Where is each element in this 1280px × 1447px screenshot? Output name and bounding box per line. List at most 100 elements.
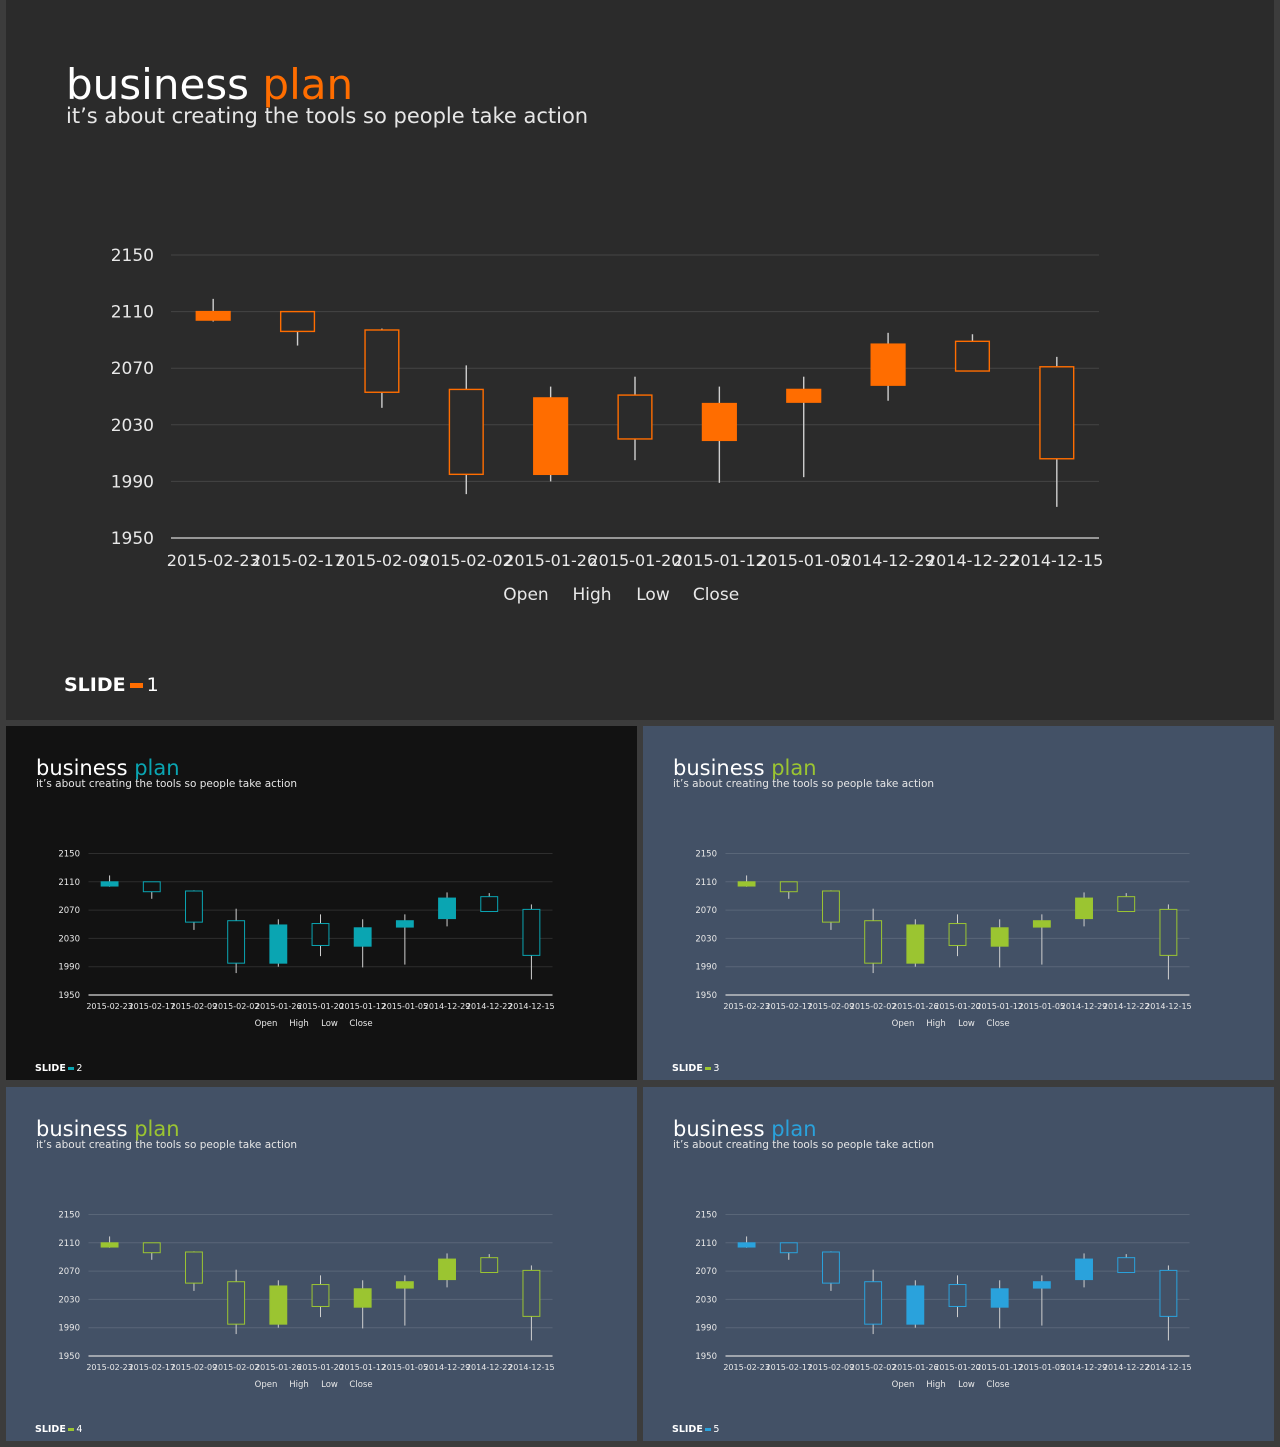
y-tick-label: 2150 (695, 850, 717, 860)
slide-4: business plan it’s about creating the too… (6, 1087, 637, 1441)
x-tick-label: 2015-02-09 (808, 1363, 855, 1372)
legend-entry: Close (349, 1380, 372, 1390)
candle-body (227, 1281, 246, 1325)
x-tick-label: 2015-01-20 (934, 1002, 981, 1011)
x-tick-label: 2015-01-20 (589, 551, 682, 570)
title-word: business (66, 60, 250, 109)
candle (1032, 914, 1051, 965)
candle (522, 904, 541, 980)
candle (480, 893, 499, 913)
slide-number: 1 (146, 674, 159, 696)
candle (737, 875, 756, 887)
title-accent-word: plan (134, 756, 180, 780)
x-tick-label: 2015-01-20 (297, 1002, 344, 1011)
title-word: business (673, 1117, 765, 1141)
x-tick-label: 2015-02-09 (335, 551, 428, 570)
slide-1: business plan it’s about creating the too… (6, 0, 1274, 720)
candle (822, 890, 840, 930)
candle (1159, 904, 1178, 980)
x-tick-label: 2014-12-22 (466, 1002, 513, 1011)
candle (948, 914, 967, 957)
candle-body (522, 908, 541, 956)
candle-body (870, 343, 906, 386)
legend-entry: Open (892, 1380, 915, 1390)
x-tick-label: 2014-12-22 (1103, 1363, 1150, 1372)
slide-subtitle: it’s about creating the tools so people … (66, 104, 589, 128)
legend-entry: Open (892, 1019, 915, 1029)
candle-body (142, 881, 161, 893)
candle-body (948, 923, 967, 946)
candle-body (438, 897, 456, 920)
y-tick-label: 2070 (695, 1267, 717, 1277)
y-tick-label: 2110 (58, 1239, 80, 1249)
candle-body (533, 397, 569, 476)
candle-body (269, 1285, 288, 1325)
slide-number-label: SLIDE 5 (672, 1425, 719, 1435)
slide-title: business plan (36, 758, 180, 779)
x-tick-label: 2015-01-12 (339, 1363, 386, 1372)
candle (948, 1275, 967, 1318)
x-tick-label: 2015-02-17 (766, 1363, 813, 1372)
candle (779, 881, 798, 899)
candle (269, 919, 288, 967)
candle-body (395, 920, 414, 928)
candle-body (906, 924, 925, 964)
candle-body (1032, 1281, 1051, 1289)
x-tick-label: 2015-01-26 (255, 1002, 302, 1011)
x-tick-label: 2015-02-02 (420, 551, 513, 570)
candlestick-chart: 1950199020302070211021502015-02-232015-0… (58, 1211, 555, 1391)
candle (1117, 1254, 1136, 1274)
x-tick-label: 2015-01-12 (976, 1363, 1023, 1372)
x-tick-label: 2015-02-17 (766, 1002, 813, 1011)
candle-body (311, 923, 330, 946)
y-tick-label: 2110 (695, 1239, 717, 1249)
legend-entry: High (289, 1019, 309, 1029)
candle (522, 1265, 541, 1341)
x-tick-label: 2015-01-05 (1019, 1002, 1066, 1011)
candle (353, 919, 372, 968)
candle (227, 1269, 246, 1335)
x-tick-label: 2015-01-26 (892, 1363, 939, 1372)
x-tick-label: 2015-01-12 (976, 1002, 1023, 1011)
x-tick-label: 2015-02-09 (171, 1363, 218, 1372)
slide-number: 2 (76, 1063, 83, 1074)
title-accent-word: plan (134, 1117, 180, 1141)
x-tick-label: 2015-02-09 (808, 1002, 855, 1011)
legend-entry: Close (986, 1019, 1009, 1029)
candle (822, 1251, 840, 1291)
y-tick-label: 2030 (58, 1295, 80, 1305)
y-tick-label: 1990 (695, 963, 717, 973)
candle (395, 914, 414, 965)
slide-number-label: SLIDE 2 (35, 1064, 82, 1074)
candle (906, 919, 925, 967)
candle-body (864, 1281, 883, 1325)
x-tick-label: 2015-01-05 (382, 1002, 429, 1011)
legend-entry: Open (503, 585, 548, 605)
y-tick-label: 1950 (58, 991, 80, 1001)
candle-body (311, 1284, 330, 1307)
y-tick-label: 1990 (695, 1324, 717, 1334)
legend-entry: High (926, 1380, 946, 1390)
y-tick-label: 1950 (695, 991, 717, 1001)
candle (353, 1280, 372, 1329)
title-word: business (36, 756, 128, 780)
x-tick-label: 2015-01-26 (255, 1363, 302, 1372)
candle (480, 1254, 499, 1274)
y-tick-label: 2070 (58, 1267, 80, 1277)
x-tick-label: 2014-12-15 (508, 1363, 555, 1372)
slide-number: 4 (76, 1424, 83, 1435)
slide-number: 5 (713, 1424, 720, 1435)
slide-number-label: SLIDE 4 (35, 1425, 82, 1435)
candle-body (100, 1242, 119, 1248)
candle (142, 1242, 161, 1260)
legend-entry: Low (958, 1380, 975, 1390)
y-tick-label: 1950 (58, 1352, 80, 1362)
y-tick-label: 1990 (58, 1324, 80, 1334)
y-tick-label: 2030 (695, 934, 717, 944)
slide-title: business plan (36, 1119, 180, 1140)
y-tick-label: 2110 (58, 878, 80, 888)
y-tick-label: 1990 (111, 472, 154, 492)
candle (786, 376, 822, 478)
y-tick-label: 1950 (695, 1352, 717, 1362)
y-tick-label: 2030 (58, 934, 80, 944)
